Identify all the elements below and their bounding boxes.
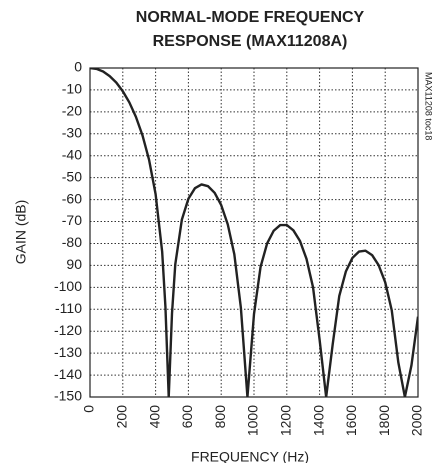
- y-tick-label: 0: [74, 59, 82, 75]
- x-axis-label: FREQUENCY (Hz): [191, 449, 309, 463]
- x-tick-label: 1000: [245, 405, 261, 436]
- y-tick-label: -120: [54, 322, 82, 338]
- y-tick-label: -100: [54, 278, 82, 294]
- x-tick-label: 1600: [343, 405, 359, 436]
- y-tick-label: 90: [66, 256, 82, 272]
- y-axis-label: GAIN (dB): [13, 200, 29, 265]
- y-tick-label: -150: [54, 388, 82, 404]
- x-tick-label: 2000: [409, 405, 425, 436]
- y-tick-label: -30: [62, 125, 82, 141]
- y-tick-label: -20: [62, 103, 82, 119]
- plot-frame: [89, 67, 419, 398]
- y-tick-label: -110: [55, 300, 82, 316]
- y-tick-label: -60: [62, 190, 82, 206]
- x-tick-label: 1200: [278, 405, 294, 436]
- x-tick-label: 1400: [310, 405, 326, 436]
- x-tick-label: 800: [212, 405, 228, 429]
- y-tick-label: -70: [62, 212, 82, 228]
- x-tick-label: 0: [81, 405, 97, 413]
- y-tick-label: -140: [54, 366, 82, 382]
- y-tick-label: -80: [62, 234, 82, 250]
- response-line: [90, 68, 418, 397]
- x-tick-label: 600: [179, 405, 195, 429]
- chart-title: RESPONSE (MAX11208A): [153, 33, 348, 50]
- x-tick-label: 400: [146, 405, 162, 429]
- y-tick-label: -50: [62, 168, 82, 184]
- chart-title: NORMAL-MODE FREQUENCY: [136, 9, 365, 26]
- y-tick-label: -130: [54, 344, 82, 360]
- y-tick-label: -10: [62, 81, 82, 97]
- annotation: MAX11208 toc18: [424, 72, 434, 140]
- x-tick-label: 200: [114, 405, 130, 429]
- x-tick-label: 1800: [376, 405, 392, 436]
- y-tick-label: -40: [62, 146, 82, 162]
